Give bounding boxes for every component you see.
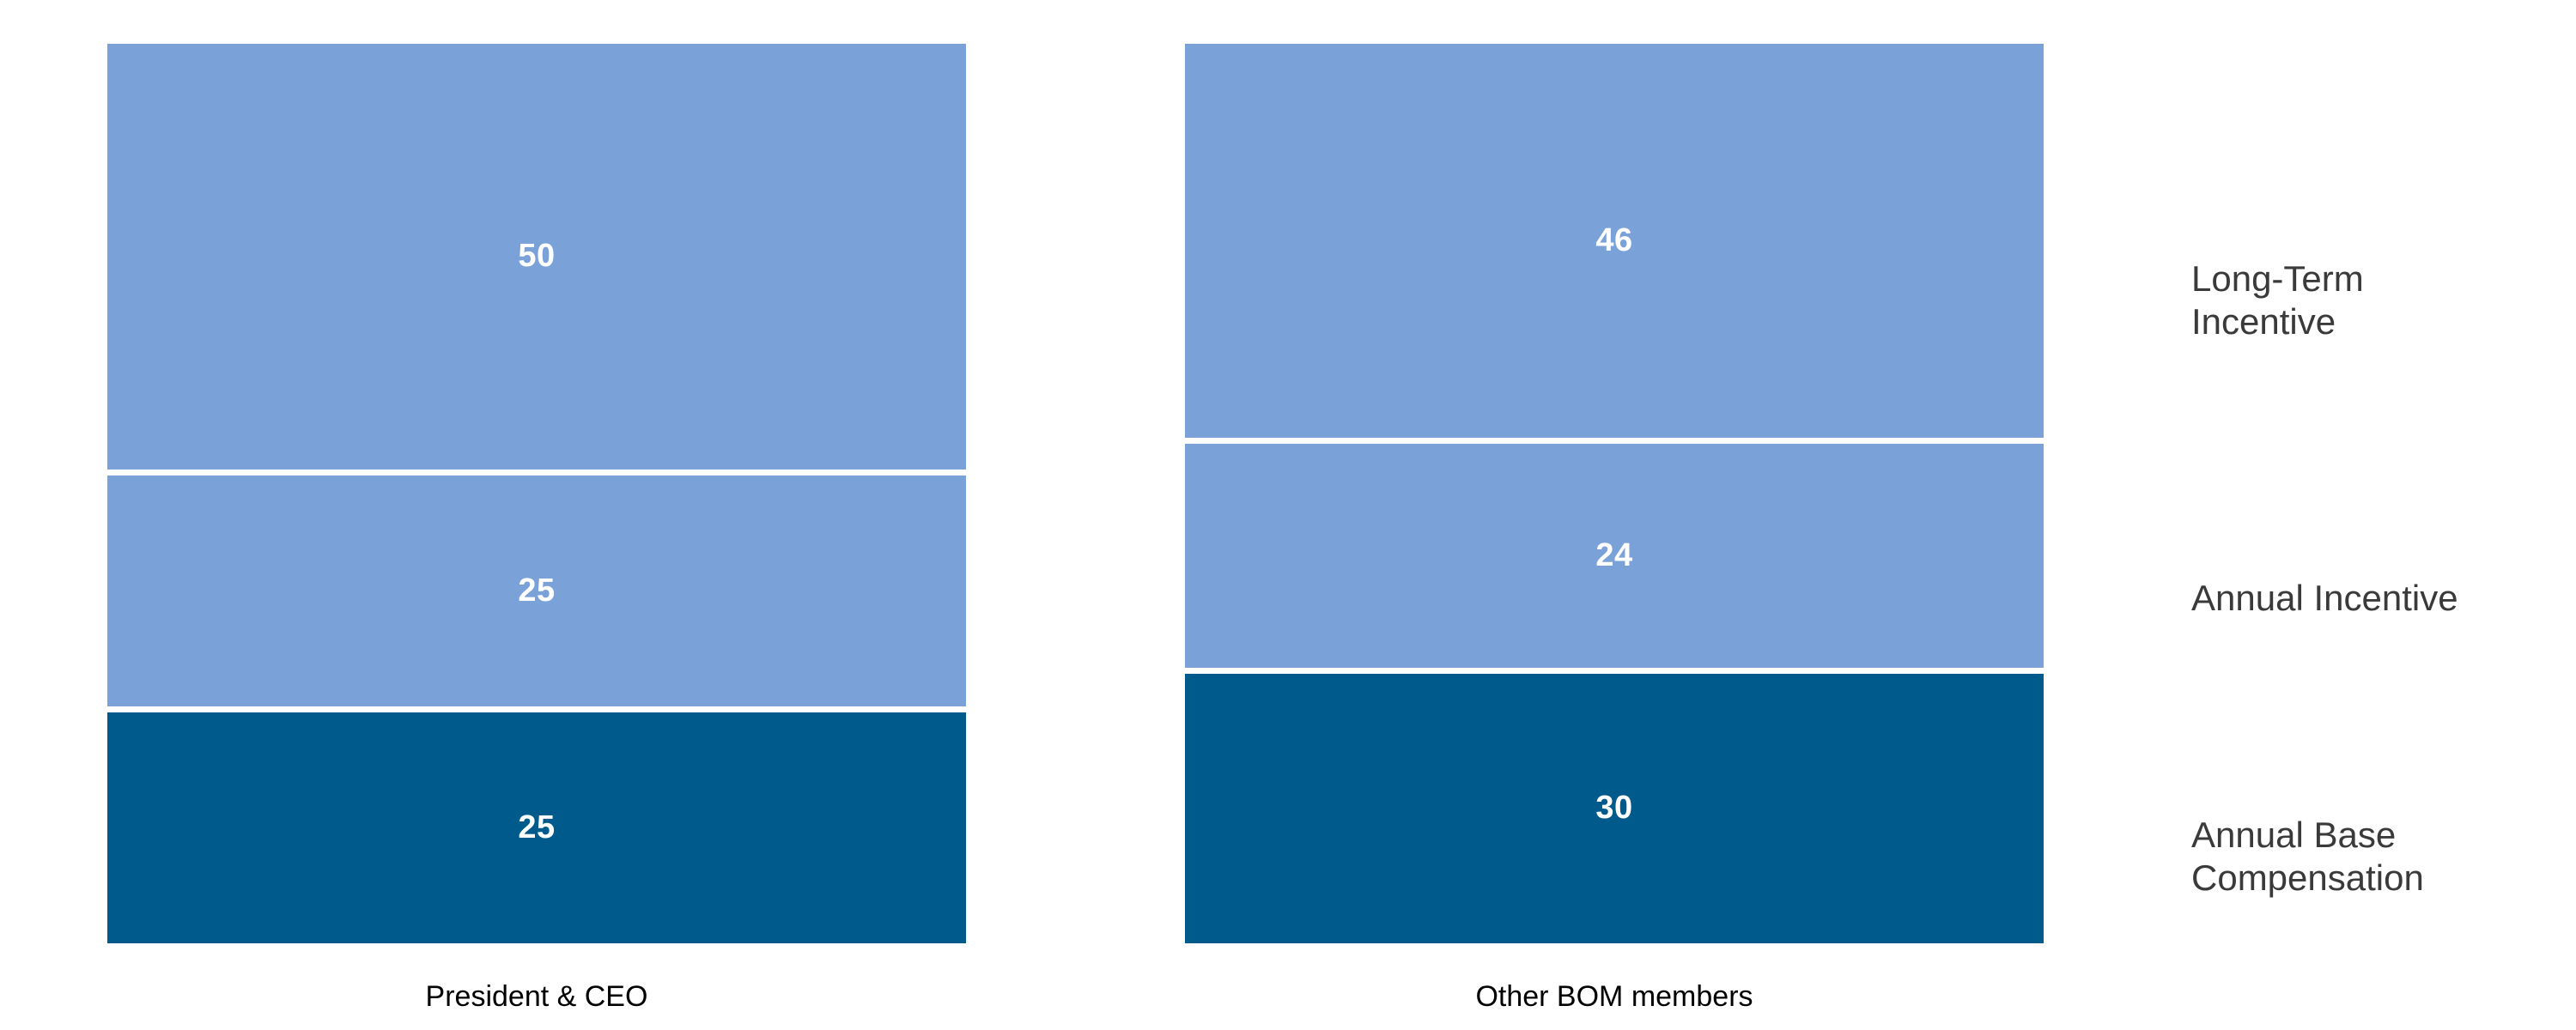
category-label-president-ceo: President & CEO	[425, 980, 648, 1013]
value-label: 25	[518, 809, 556, 845]
bar-other-bom-members: 46 24 30	[1185, 44, 2044, 943]
segment-long-term-incentive-ceo: 50	[107, 44, 966, 470]
bar-president-ceo: 50 25 25	[107, 44, 966, 943]
row-label-long-term-incentive: Long-Term Incentive	[2191, 258, 2364, 342]
segment-annual-base-compensation-ceo: 25	[107, 706, 966, 943]
value-label: 24	[1595, 536, 1633, 573]
value-label: 50	[518, 238, 556, 275]
value-label: 25	[518, 572, 556, 609]
segment-annual-incentive-bom: 24	[1185, 438, 2044, 668]
category-label-other-bom-members: Other BOM members	[1475, 980, 1753, 1013]
row-label-annual-base-compensation: Annual Base Compensation	[2191, 815, 2424, 898]
segment-long-term-incentive-bom: 46	[1185, 44, 2044, 439]
value-label: 30	[1595, 790, 1633, 827]
value-label: 46	[1595, 222, 1633, 259]
segment-annual-incentive-ceo: 25	[107, 469, 966, 706]
row-label-annual-incentive: Annual Incentive	[2191, 578, 2458, 618]
segment-annual-base-compensation-bom: 30	[1185, 667, 2044, 943]
